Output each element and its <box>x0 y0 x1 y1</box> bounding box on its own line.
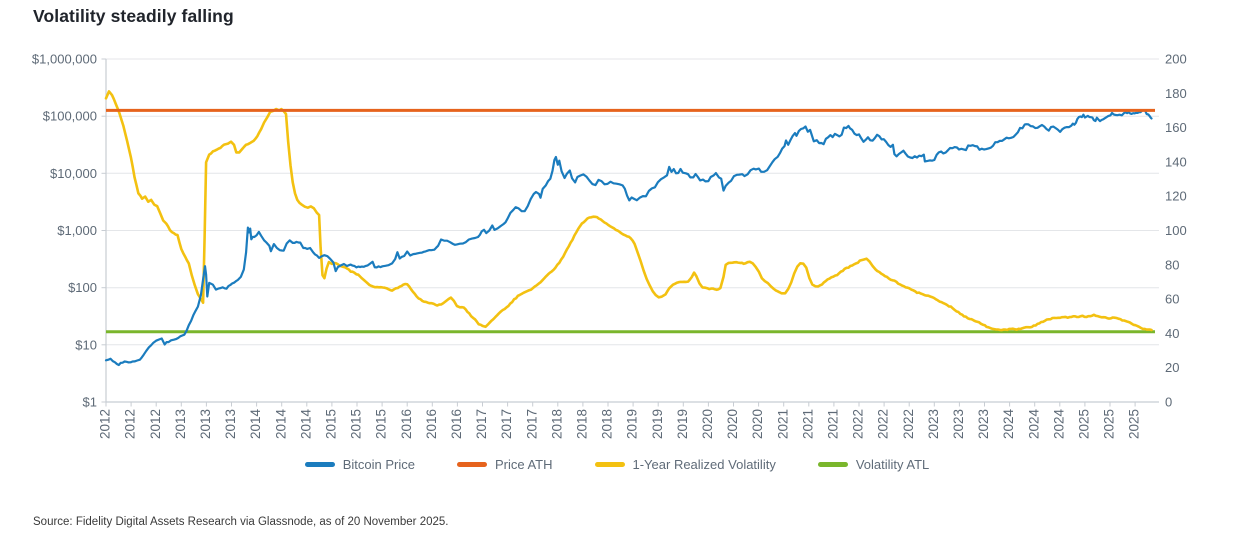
svg-text:2021: 2021 <box>800 409 815 439</box>
svg-text:20: 20 <box>1165 360 1179 375</box>
svg-text:2023: 2023 <box>926 409 941 439</box>
legend-swatch-icon <box>594 462 625 467</box>
svg-text:2015: 2015 <box>323 409 338 439</box>
legend-swatch-icon <box>304 462 335 467</box>
svg-text:0: 0 <box>1165 395 1172 410</box>
svg-text:2019: 2019 <box>625 409 640 439</box>
svg-text:2024: 2024 <box>1026 409 1041 440</box>
legend-label: Price ATH <box>494 457 553 472</box>
svg-text:2025: 2025 <box>1076 409 1091 439</box>
svg-text:2019: 2019 <box>675 409 690 439</box>
svg-text:2014: 2014 <box>298 409 313 440</box>
svg-text:$1,000,000: $1,000,000 <box>32 52 97 67</box>
bitcoin-price-line <box>104 109 1153 367</box>
legend-label: Volatility ATL <box>855 457 930 472</box>
svg-text:140: 140 <box>1165 154 1187 169</box>
svg-text:200: 200 <box>1165 52 1187 67</box>
legend-swatch-icon <box>817 462 848 467</box>
svg-text:2021: 2021 <box>825 409 840 439</box>
svg-text:$100: $100 <box>68 280 97 295</box>
svg-text:$10,000: $10,000 <box>50 166 97 181</box>
svg-text:2012: 2012 <box>123 409 138 439</box>
svg-text:2020: 2020 <box>750 409 765 439</box>
legend-item-1-year-realized-volatility: 1-Year Realized Volatility <box>594 457 776 472</box>
svg-text:2016: 2016 <box>399 409 414 439</box>
svg-text:2016: 2016 <box>449 409 464 439</box>
svg-text:2014: 2014 <box>248 409 263 440</box>
svg-text:160: 160 <box>1165 120 1187 135</box>
svg-text:2025: 2025 <box>1102 409 1117 439</box>
svg-text:2013: 2013 <box>223 409 238 439</box>
svg-text:2019: 2019 <box>650 409 665 439</box>
svg-text:2020: 2020 <box>725 409 740 439</box>
svg-text:2012: 2012 <box>98 409 113 439</box>
svg-text:2016: 2016 <box>424 409 439 439</box>
svg-text:2024: 2024 <box>1051 409 1066 440</box>
legend-label: 1-Year Realized Volatility <box>632 457 776 472</box>
svg-text:120: 120 <box>1165 189 1187 204</box>
svg-text:2025: 2025 <box>1127 409 1142 439</box>
svg-text:2022: 2022 <box>851 409 866 439</box>
left-axis-ticks: $1,000,000 $100,000 $10,000 $1,000 $100 $10 $1 <box>32 52 106 410</box>
svg-text:2024: 2024 <box>1001 409 1016 440</box>
plot-area: $1,000,000 $100,000 $10,000 $1,000 $100 $10 $1… <box>32 52 1187 440</box>
legend-item-volatility-atl: Volatility ATL <box>817 457 930 472</box>
x-axis-ticks: 2012 2012 2012 2013 2013 2013 2014 2014 2014 2015… <box>98 402 1142 439</box>
svg-text:2021: 2021 <box>775 409 790 439</box>
source-note: Source: Fidelity Digital Assets Research… <box>33 516 449 528</box>
svg-text:2018: 2018 <box>549 409 564 439</box>
svg-text:80: 80 <box>1165 257 1179 272</box>
svg-text:2012: 2012 <box>148 409 163 439</box>
1-year-realized-volatility-line <box>104 90 1153 332</box>
svg-text:2013: 2013 <box>173 409 188 439</box>
svg-text:2020: 2020 <box>700 409 715 439</box>
plot-svg: $1,000,000$100,000$10,000$1,000$100$10$1… <box>32 52 1187 440</box>
legend-label: Bitcoin Price <box>342 457 415 472</box>
svg-text:2018: 2018 <box>574 409 589 439</box>
svg-text:60: 60 <box>1165 292 1179 307</box>
svg-text:2022: 2022 <box>901 409 916 439</box>
chart-title: Volatility steadily falling <box>33 6 234 26</box>
svg-text:2015: 2015 <box>349 409 364 439</box>
svg-text:2014: 2014 <box>273 409 288 440</box>
svg-text:2017: 2017 <box>499 409 514 439</box>
legend: Bitcoin Price Price ATH 1-Year Realized Vo… <box>0 457 1234 472</box>
legend-swatch-icon <box>456 462 487 467</box>
svg-text:2017: 2017 <box>524 409 539 439</box>
svg-text:$1: $1 <box>83 395 97 410</box>
svg-text:2017: 2017 <box>474 409 489 439</box>
svg-text:2023: 2023 <box>976 409 991 439</box>
svg-text:$10: $10 <box>75 337 97 352</box>
svg-text:2018: 2018 <box>600 409 615 439</box>
svg-text:180: 180 <box>1165 86 1187 101</box>
svg-text:40: 40 <box>1165 326 1179 341</box>
svg-text:2022: 2022 <box>876 409 891 439</box>
svg-text:2013: 2013 <box>198 409 213 439</box>
legend-item-price-ath: Price ATH <box>456 457 553 472</box>
svg-text:$1,000: $1,000 <box>57 223 97 238</box>
svg-text:2023: 2023 <box>951 409 966 439</box>
svg-text:$100,000: $100,000 <box>43 109 97 124</box>
svg-text:2015: 2015 <box>374 409 389 439</box>
svg-text:100: 100 <box>1165 223 1187 238</box>
legend-item-bitcoin-price: Bitcoin Price <box>304 457 415 472</box>
